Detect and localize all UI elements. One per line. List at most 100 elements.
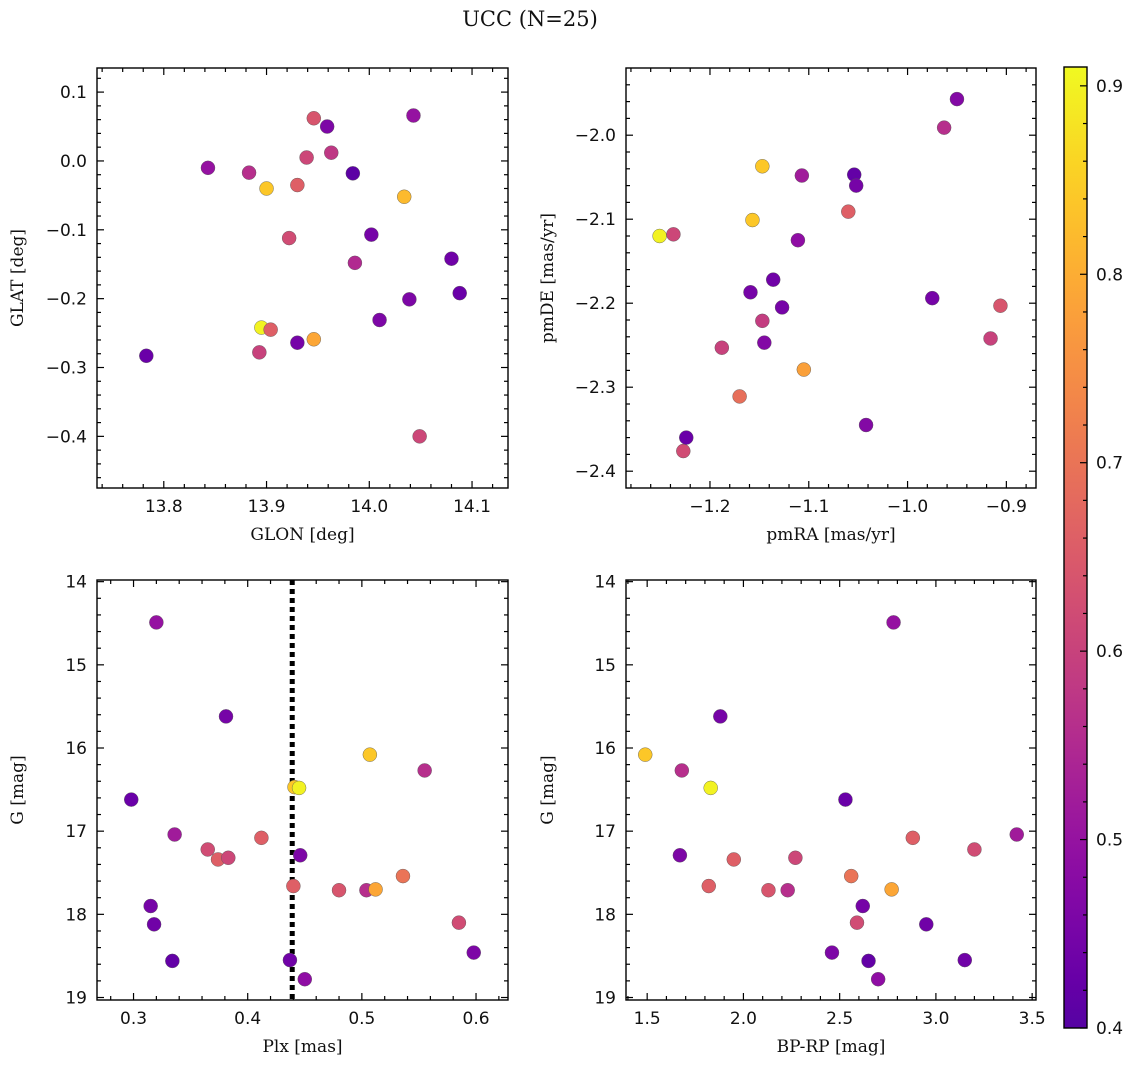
colorbar-tick-label: 0.7 xyxy=(1096,454,1123,474)
x-tick-label: 13.9 xyxy=(248,497,286,517)
scatter-point xyxy=(841,204,856,219)
scatter-point xyxy=(324,145,339,160)
y-tick-label: 0.0 xyxy=(60,152,87,172)
y-tick-label: −0.1 xyxy=(46,221,87,241)
scatter-point xyxy=(652,228,667,244)
scatter-point xyxy=(925,290,940,306)
scatter-point xyxy=(936,120,952,135)
scatter-point xyxy=(452,285,467,301)
x-tick-label: 3.5 xyxy=(1019,1009,1046,1029)
scatter-point xyxy=(368,882,383,897)
scatter-point xyxy=(794,168,810,183)
x-axis-label: Plx [mas] xyxy=(262,1037,342,1057)
x-tick-label: −1.0 xyxy=(887,497,928,517)
x-axis-label: GLON [deg] xyxy=(250,525,354,545)
y-tick-label: −2.0 xyxy=(575,126,616,146)
scatter-point xyxy=(200,160,216,176)
colorbar: 0.4 0.5 0.6 0.7 0.8 0.9 xyxy=(1063,66,1123,1039)
scatter-point xyxy=(790,232,806,248)
scatter-point xyxy=(306,332,322,347)
scatter-point xyxy=(241,165,257,180)
plot-frame xyxy=(96,579,509,1001)
y-tick-label: −2.3 xyxy=(575,378,616,398)
y-tick-label: 16 xyxy=(65,739,87,759)
scatter-point xyxy=(412,429,427,444)
scatter-point xyxy=(259,181,274,196)
colorbar-tick-label: 0.4 xyxy=(1096,1019,1123,1039)
scatter-point xyxy=(732,389,747,404)
scatter-point xyxy=(726,852,741,867)
x-tick-label: 2.5 xyxy=(826,1009,853,1029)
scatter-point xyxy=(293,848,308,863)
scatter-panel-plx-g: 0.3 0.4 0.5 0.6 14 15 16 17 18 19 Plx [mas] G [mag] xyxy=(8,573,509,1057)
plot-frame xyxy=(625,67,1037,489)
y-tick-label: 18 xyxy=(594,905,616,925)
scatter-point xyxy=(290,335,305,350)
scatter-point xyxy=(757,335,772,350)
scatter-point xyxy=(714,340,730,355)
scatter-point xyxy=(297,972,312,987)
scatter-point xyxy=(761,883,776,898)
scatter-point xyxy=(402,292,417,307)
colorbar-tick-label: 0.5 xyxy=(1096,831,1123,851)
x-tick-label: 2.0 xyxy=(730,1009,757,1029)
y-tick-label: 0.1 xyxy=(60,83,87,103)
scatter-point xyxy=(397,189,412,204)
scatter-point xyxy=(252,345,267,360)
scatter-point xyxy=(1009,827,1024,842)
scatter-point xyxy=(406,108,421,123)
figure-title: UCC (N=25) xyxy=(462,7,598,31)
scatter-point xyxy=(254,830,269,846)
y-tick-label: 19 xyxy=(65,989,87,1009)
x-tick-label: 0.5 xyxy=(348,1009,375,1029)
scatter-point xyxy=(766,272,781,287)
scatter-point xyxy=(165,953,180,969)
scatter-point xyxy=(788,850,803,865)
scatter-point xyxy=(345,166,361,181)
y-tick-label: 16 xyxy=(594,739,616,759)
scatter-point xyxy=(679,430,694,445)
y-tick-label: 18 xyxy=(65,905,87,925)
scatter-point xyxy=(395,868,411,884)
scatter-point xyxy=(143,898,158,914)
y-axis-label: G [mag] xyxy=(538,755,558,824)
colorbar-tick-label: 0.6 xyxy=(1096,642,1123,662)
scatter-point xyxy=(221,850,236,865)
scatter-point xyxy=(855,898,870,914)
scatter-point xyxy=(949,91,965,107)
x-tick-label: 1.5 xyxy=(634,1009,661,1029)
scatter-point xyxy=(299,150,314,165)
scatter-point xyxy=(672,848,688,863)
y-tick-label: 15 xyxy=(594,656,616,676)
y-tick-label: −2.4 xyxy=(575,462,616,482)
y-tick-label: 19 xyxy=(594,989,616,1009)
y-tick-label: −2.2 xyxy=(575,294,616,314)
y-axis-label: pmDE [mas/yr] xyxy=(538,213,558,343)
scatter-point xyxy=(796,362,812,377)
x-tick-label: 14.0 xyxy=(350,497,388,517)
scatter-point xyxy=(676,443,691,459)
y-tick-label: −2.1 xyxy=(575,210,616,230)
scatter-point xyxy=(263,322,278,337)
scatter-point xyxy=(780,883,795,898)
scatter-point xyxy=(774,300,790,315)
scatter-point xyxy=(167,827,182,842)
scatter-point xyxy=(291,780,307,796)
x-tick-label: 14.1 xyxy=(453,497,491,517)
scatter-point xyxy=(149,615,164,630)
x-tick-label: 0.6 xyxy=(463,1009,490,1029)
scatter-point xyxy=(451,915,467,930)
scatter-point xyxy=(861,953,876,969)
scatter-point xyxy=(674,763,690,778)
scatter-panel-pmra-pmde: −1.2 −1.1 −1.0 −0.9 −2.0 −2.1 −2.2 −2.3 −2.4 pmRA… xyxy=(538,67,1037,545)
scatter-point xyxy=(638,747,653,762)
colorbar-gradient xyxy=(1064,67,1087,1028)
y-tick-label: 17 xyxy=(594,822,616,842)
scatter-point xyxy=(701,878,716,894)
scatter-point xyxy=(703,780,718,796)
plot-frame xyxy=(96,67,509,489)
scatter-point xyxy=(139,348,154,364)
scatter-point xyxy=(886,615,901,630)
scatter-point xyxy=(444,251,459,266)
